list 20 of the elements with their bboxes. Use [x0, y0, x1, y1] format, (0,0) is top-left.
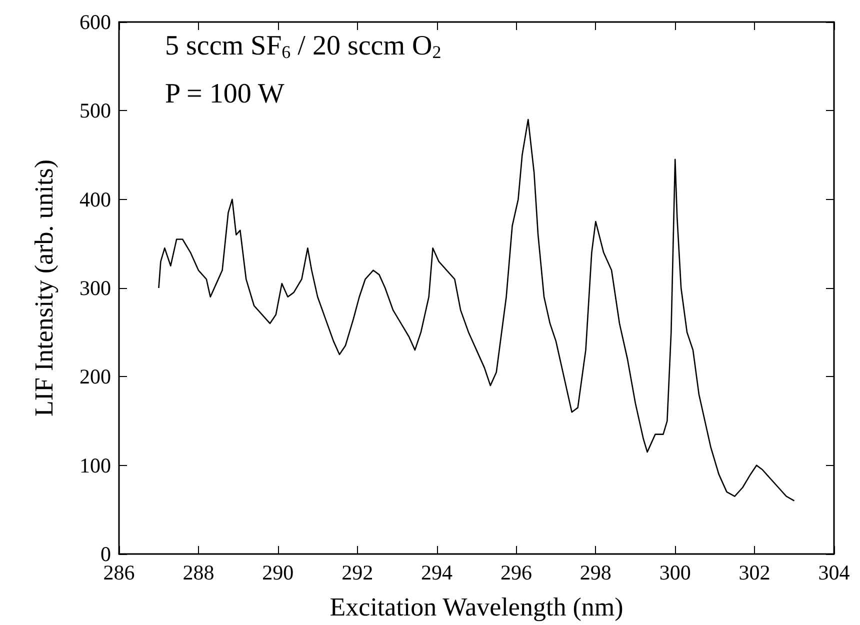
annotation: P = 100 W — [165, 78, 285, 110]
x-tick-label: 296 — [500, 560, 532, 584]
y-tick-label: 600 — [80, 10, 111, 34]
y-tick-label: 500 — [80, 98, 111, 123]
x-tick-label: 290 — [262, 560, 294, 584]
y-tick-label: 400 — [80, 187, 111, 212]
annotation: 5 sccm SF6 / 20 sccm O2 — [165, 30, 442, 62]
x-tick-label: 292 — [342, 560, 374, 584]
x-tick-label: 304 — [818, 560, 850, 584]
x-tick-label: 294 — [421, 560, 454, 584]
y-axis-title: LIF Intensity (arb. units) — [30, 159, 58, 417]
x-tick-label: 300 — [659, 560, 691, 584]
y-tick-label: 200 — [80, 364, 111, 389]
line-series — [158, 118, 795, 502]
x-tick-label: 288 — [182, 560, 214, 584]
y-tick-label: 300 — [80, 276, 111, 300]
x-axis-title: Excitation Wavelength (nm) — [330, 592, 624, 622]
x-tick-label: 298 — [580, 560, 612, 584]
x-tick-label: 302 — [738, 560, 770, 584]
y-tick-label: 100 — [80, 453, 111, 478]
